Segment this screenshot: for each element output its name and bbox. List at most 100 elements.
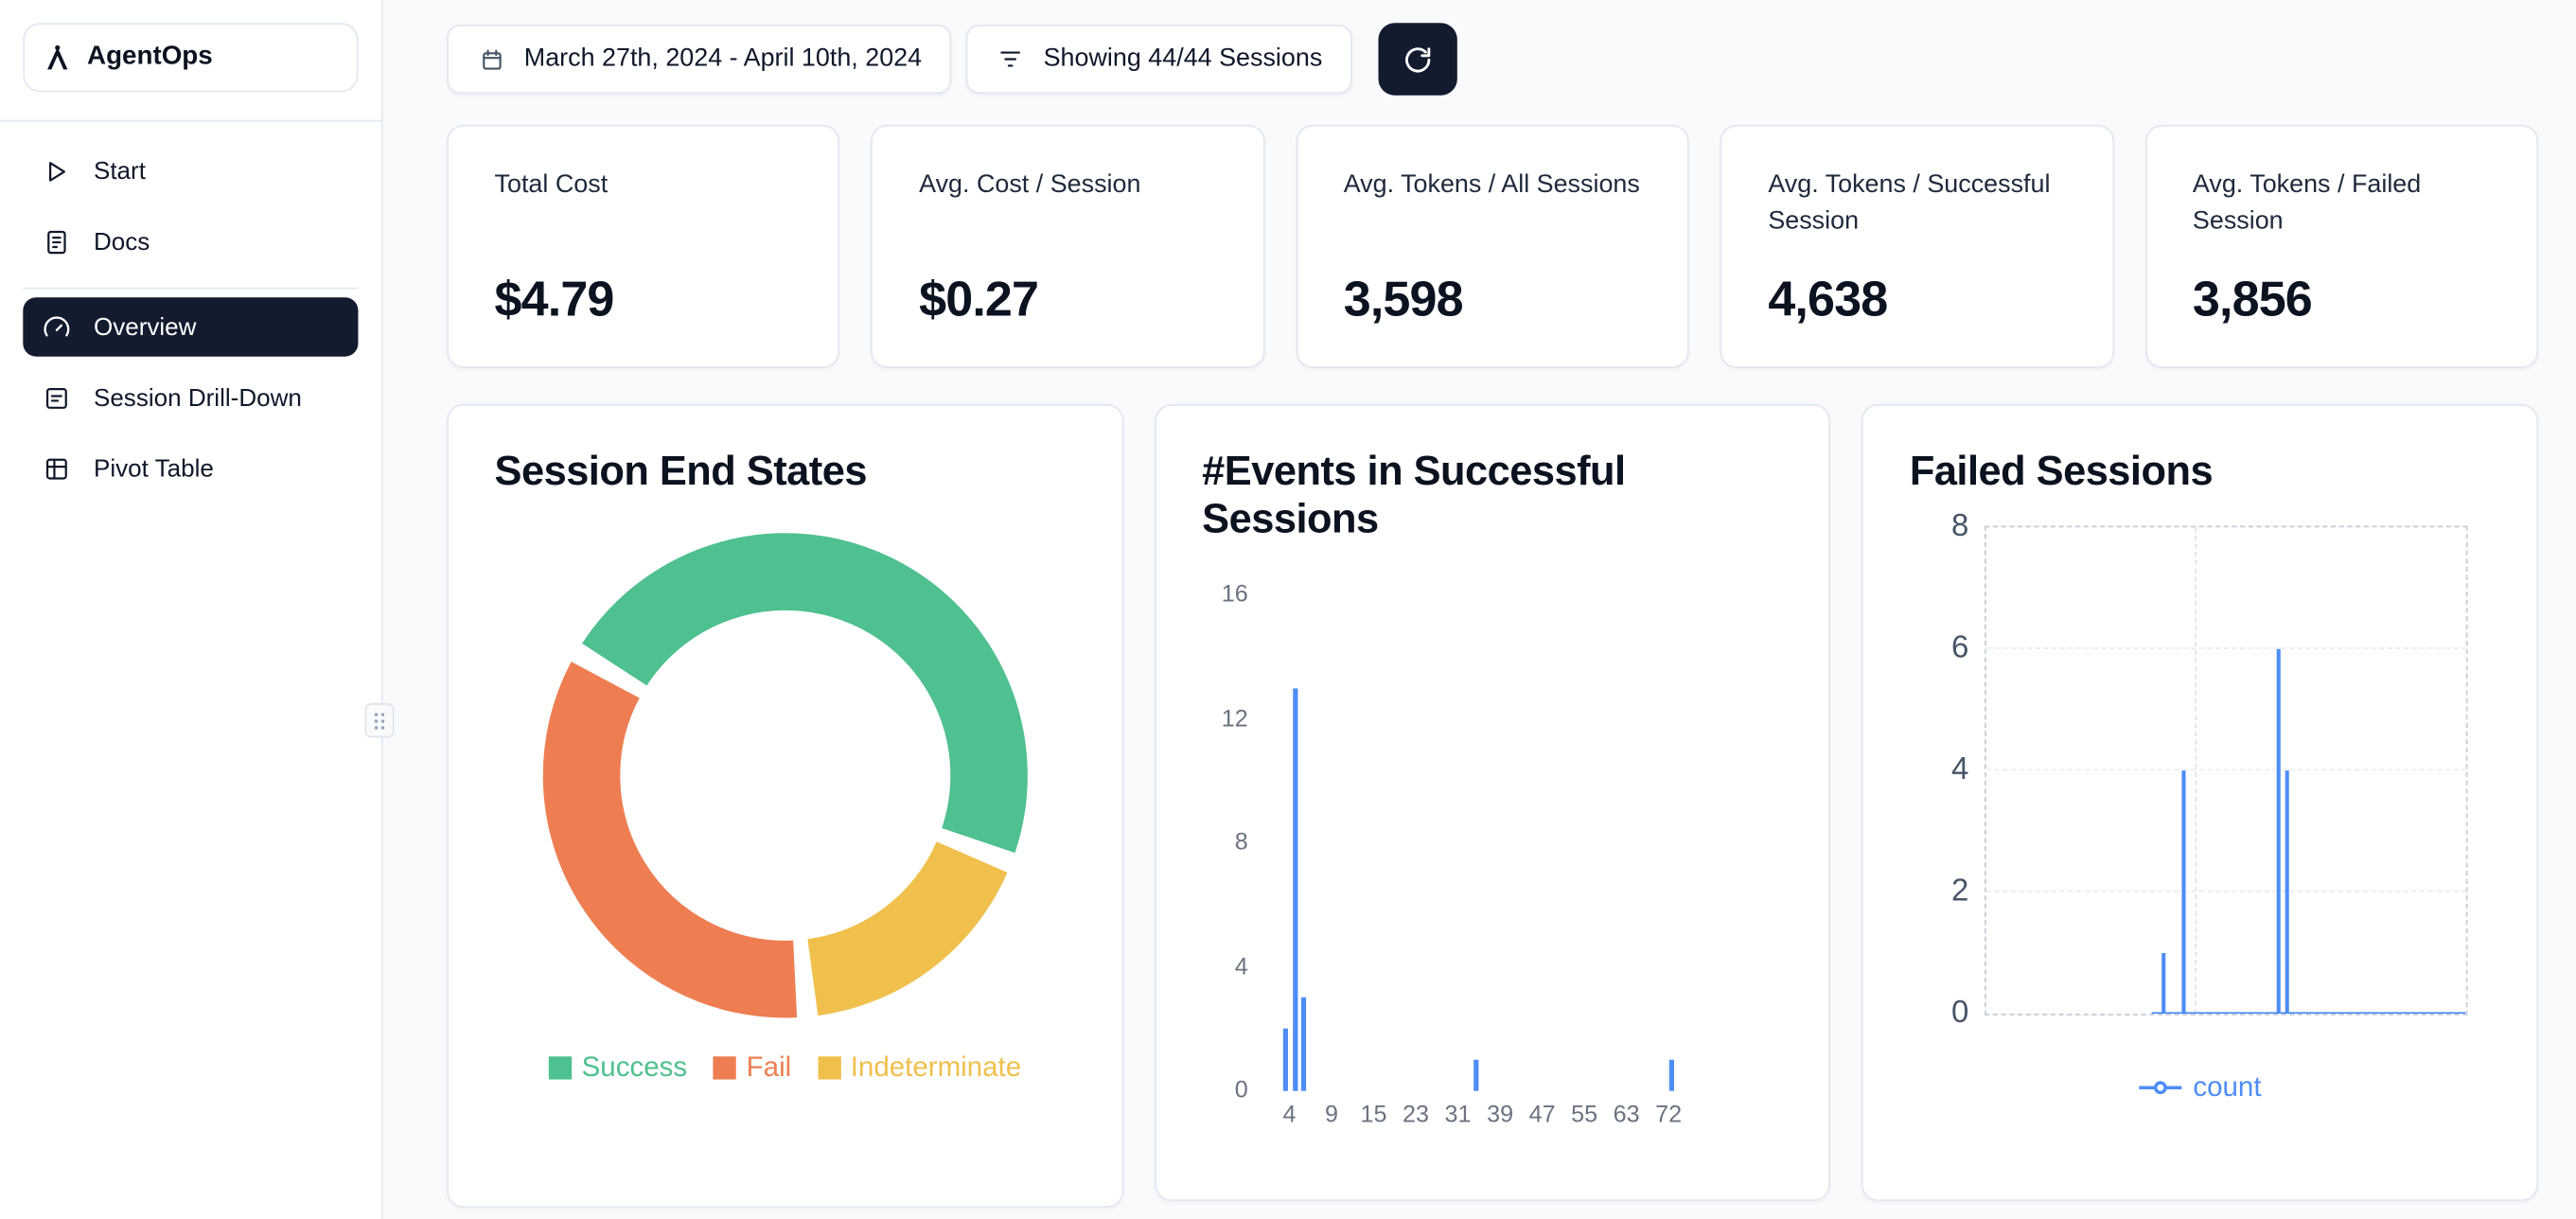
histogram-bar — [1301, 998, 1307, 1091]
sidebar-item-label: Pivot Table — [93, 454, 214, 483]
legend-swatch-indeterminate — [817, 1055, 841, 1079]
x-axis-tick: 23 — [1403, 1102, 1430, 1129]
y-axis-tick: 4 — [1950, 751, 1969, 786]
stat-label: Avg. Cost / Session — [919, 170, 1141, 200]
drilldown-icon — [41, 382, 70, 412]
failed-sessions-chart: 0 2 4 6 8 — [1910, 508, 2491, 1057]
gridline — [1986, 890, 2466, 892]
line-series-icon — [2139, 1080, 2182, 1094]
stat-label: Avg. Tokens / All Sessions — [1343, 170, 1640, 200]
legend-label: Indeterminate — [850, 1051, 1022, 1083]
donut-segment-fail — [542, 661, 797, 1017]
x-axis-tick: 72 — [1655, 1102, 1683, 1129]
y-axis-tick: 8 — [1950, 508, 1969, 543]
histogram-bar — [1473, 1059, 1479, 1091]
legend-swatch-success — [548, 1055, 573, 1079]
sidebar-item-pivot-table[interactable]: Pivot Table — [23, 439, 358, 498]
legend-label: Success — [581, 1051, 688, 1083]
sidebar-item-overview[interactable]: Overview — [23, 297, 359, 357]
sessions-filter-label: Showing 44/44 Sessions — [1043, 44, 1323, 73]
sidebar-item-docs[interactable]: Docs — [23, 212, 358, 271]
app-title: AgentOps — [87, 43, 213, 71]
sidebar-item-session-drill-down[interactable]: Session Drill-Down — [23, 368, 358, 427]
y-axis-tick: 16 — [1221, 581, 1248, 609]
grip-dots-icon — [374, 712, 379, 716]
session-end-states-donut — [542, 532, 1028, 1017]
donut-segment-success — [581, 532, 1028, 853]
count-series-line — [2152, 647, 2466, 1014]
y-axis-tick: 4 — [1234, 953, 1248, 980]
stat-label: Avg. Tokens / Successful Session — [1768, 170, 2051, 237]
gridline — [1986, 646, 2466, 648]
date-range-button[interactable]: March 27th, 2024 - April 10th, 2024 — [447, 25, 952, 94]
sidebar-item-label: Overview — [93, 312, 197, 342]
sidebar-resize-handle[interactable] — [364, 703, 395, 738]
y-axis-tick: 12 — [1221, 705, 1248, 733]
donut-legend: Success Fail Indeterminate — [495, 1051, 1076, 1084]
bar-plot-area: 0 4 8 12 16 4 9 15 23 31 39 47 55 63 72 — [1222, 582, 1763, 1129]
sidebar-item-label: Start — [93, 156, 146, 186]
stats-row: Total Cost $4.79 Avg. Cost / Session $0.… — [447, 124, 2539, 368]
chart-title: Session End States — [494, 448, 868, 495]
main-content: March 27th, 2024 - April 10th, 2024 Show… — [382, 0, 2576, 1219]
y-axis-tick: 0 — [1234, 1077, 1248, 1104]
legend-item-fail: Fail — [713, 1051, 792, 1084]
y-axis-tick: 2 — [1950, 873, 1969, 909]
line-legend: count — [1910, 1070, 2491, 1104]
docs-icon — [41, 227, 70, 256]
sidebar-item-label: Session Drill-Down — [93, 383, 302, 412]
legend-item-indeterminate: Indeterminate — [817, 1051, 1022, 1084]
refresh-button[interactable] — [1378, 23, 1457, 96]
legend-swatch-fail — [713, 1055, 737, 1079]
sessions-filter-button[interactable]: Showing 44/44 Sessions — [966, 25, 1352, 94]
date-range-label: March 27th, 2024 - April 10th, 2024 — [523, 44, 923, 73]
legend-item-success: Success — [548, 1051, 688, 1084]
agentops-logo-icon — [43, 43, 72, 72]
histogram-bar — [1282, 1029, 1288, 1091]
events-histogram: 0 4 8 12 16 4 9 15 23 31 39 47 55 63 72 — [1202, 582, 1783, 1130]
gridline — [1986, 768, 2466, 770]
x-axis-tick: 47 — [1528, 1102, 1556, 1129]
stat-value: $0.27 — [919, 273, 1039, 327]
refresh-icon — [1403, 44, 1432, 74]
stat-card-total-cost: Total Cost $4.79 — [447, 124, 840, 368]
x-axis-tick: 55 — [1571, 1102, 1598, 1129]
stat-value: 3,598 — [1343, 273, 1464, 327]
line-plot-area: 0 2 4 6 8 — [1951, 508, 2468, 1030]
x-axis-tick: 15 — [1360, 1102, 1387, 1129]
x-axis-tick: 4 — [1282, 1102, 1297, 1129]
app-logo-card[interactable]: AgentOps — [23, 23, 359, 93]
charts-row: Session End States Success Fail — [447, 404, 2539, 1208]
gridline — [2195, 526, 2197, 1014]
sidebar-nav: Start Docs Overview Session Drill-Down — [0, 121, 381, 498]
chart-title: Failed Sessions — [1909, 448, 2214, 495]
stat-card-avg-tokens-failed: Avg. Tokens / Failed Session 3,856 — [2144, 124, 2539, 368]
sidebar: AgentOps Start Docs Overview — [0, 0, 395, 1219]
histogram-bar — [1293, 687, 1298, 1091]
stat-card-avg-tokens-all: Avg. Tokens / All Sessions 3,598 — [1296, 124, 1689, 368]
sidebar-item-start[interactable]: Start — [23, 141, 358, 200]
sidebar-divider — [0, 119, 381, 122]
pivot-icon — [41, 453, 70, 483]
session-end-states-card: Session End States Success Fail — [447, 404, 1123, 1208]
stat-value: 4,638 — [1768, 273, 1888, 327]
stat-value: $4.79 — [494, 273, 615, 327]
x-axis-tick: 63 — [1613, 1102, 1640, 1129]
sidebar-item-label: Docs — [93, 227, 150, 256]
x-axis-tick: 9 — [1324, 1102, 1339, 1129]
x-axis-tick: 31 — [1444, 1102, 1472, 1129]
legend-label: count — [2193, 1070, 2262, 1102]
histogram-bar — [1668, 1059, 1674, 1091]
y-axis-tick: 0 — [1950, 995, 1969, 1030]
legend-label: Fail — [746, 1051, 792, 1083]
donut-segment-indeterminate — [806, 839, 1008, 1016]
toolbar: March 27th, 2024 - April 10th, 2024 Show… — [447, 23, 2538, 96]
failed-sessions-card: Failed Sessions 0 2 4 6 8 count — [1861, 404, 2539, 1202]
sidebar-divider — [23, 287, 359, 290]
stat-card-avg-cost-session: Avg. Cost / Session $0.27 — [871, 124, 1265, 368]
calendar-icon — [476, 44, 505, 74]
filter-icon — [996, 44, 1025, 74]
events-in-successful-sessions-card: #Events in Successful Sessions 0 4 8 12 16 4 9… — [1154, 404, 1831, 1202]
gauge-icon — [41, 312, 70, 342]
